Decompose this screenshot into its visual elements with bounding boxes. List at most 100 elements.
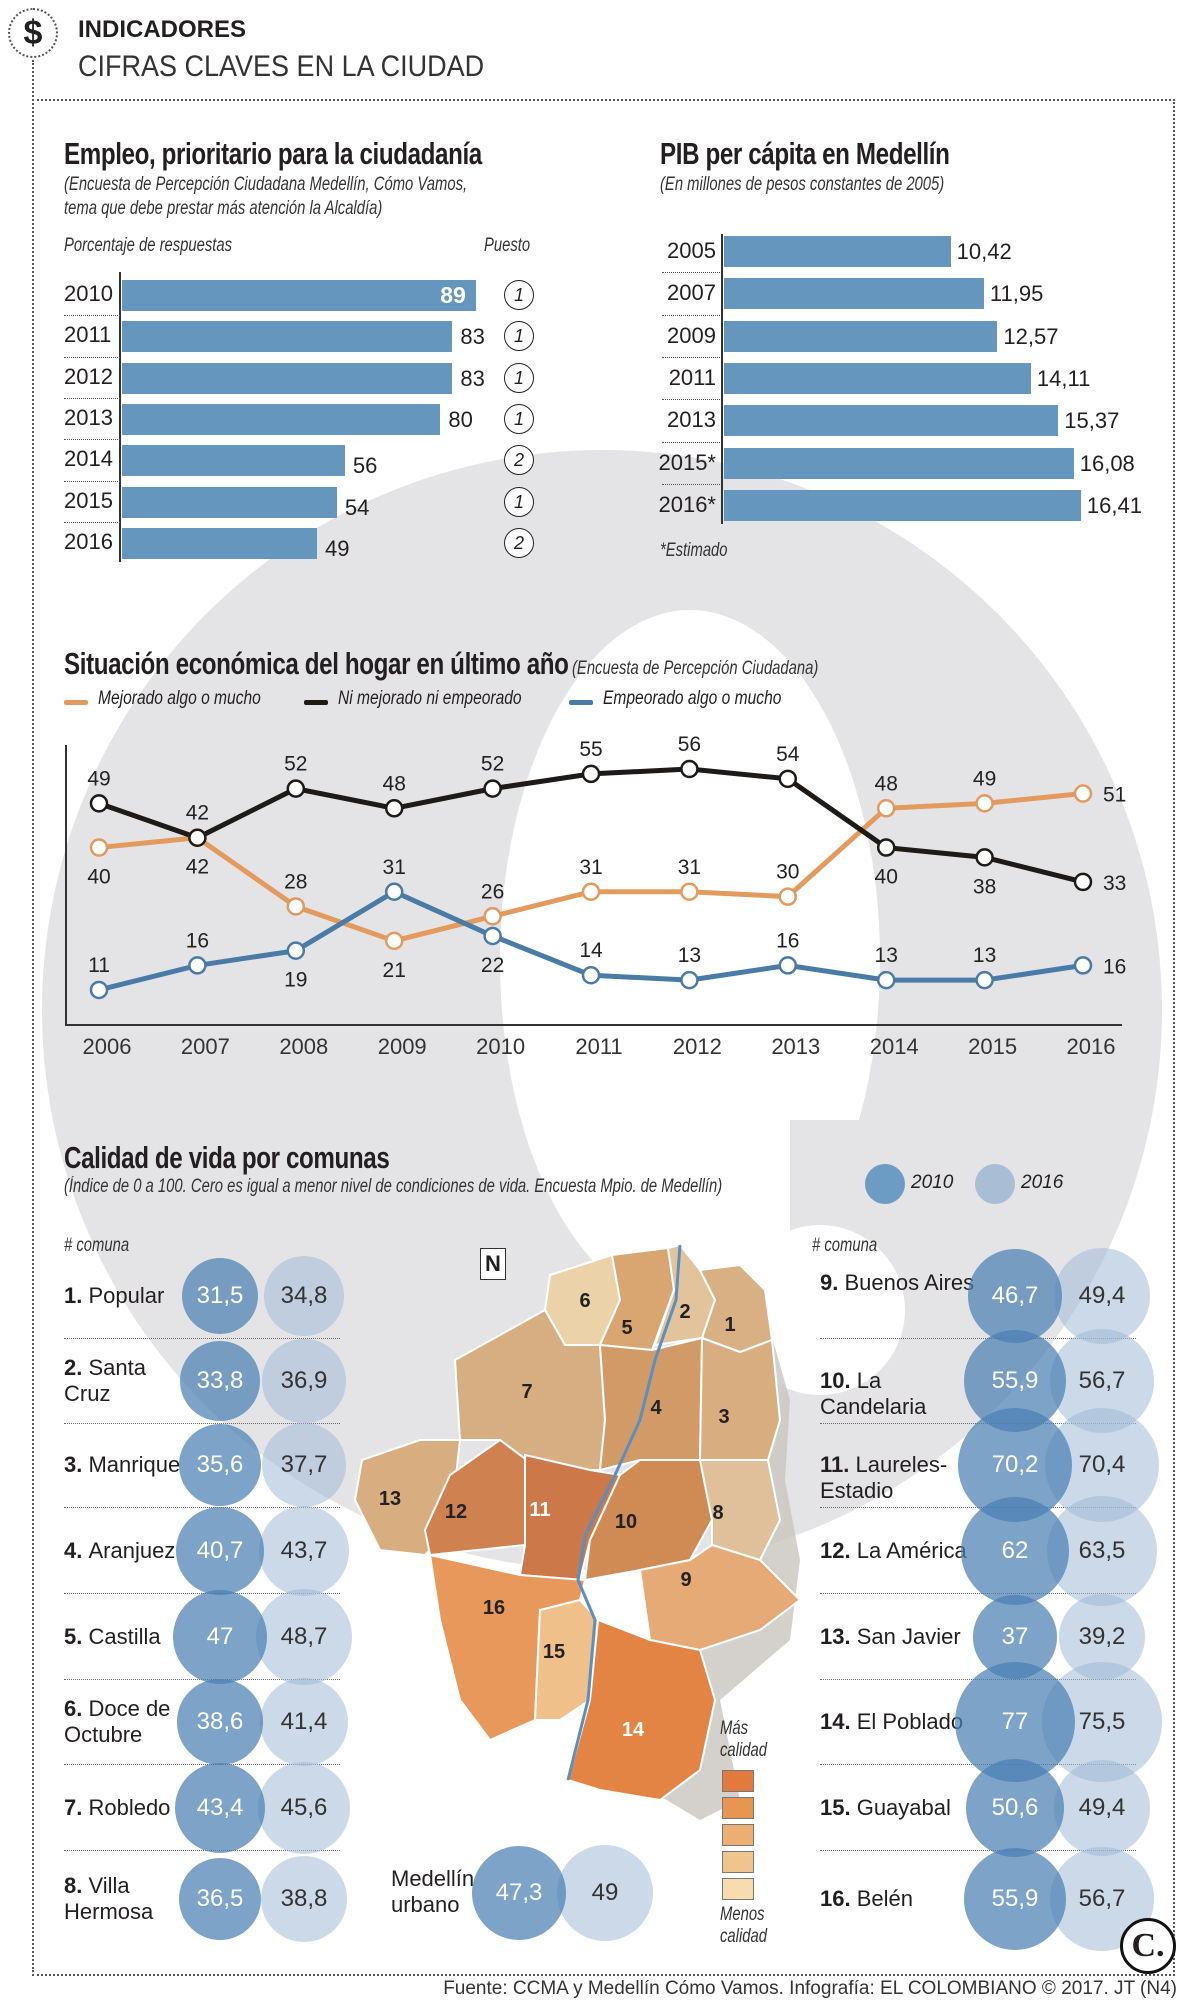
- legend-swatch: [304, 700, 328, 705]
- pib-title: PIB per cápita en Medellín: [660, 136, 950, 171]
- bar-value: 83: [460, 365, 485, 391]
- data-point: [975, 848, 994, 867]
- pib-axis: [721, 234, 723, 524]
- comuna-number-label: 12: [445, 1501, 467, 1523]
- data-label: 14: [579, 939, 603, 962]
- data-label: 54: [776, 743, 800, 766]
- x-tick-label: 2010: [476, 1034, 525, 1059]
- comuna-number-label: 1: [724, 1314, 735, 1336]
- empleo-subtitle-2: tema que debe prestar más atención la Al…: [64, 198, 383, 219]
- comuna-number-label: 13: [379, 1488, 401, 1510]
- bar: [122, 321, 453, 353]
- data-label: 52: [284, 753, 307, 776]
- value-2010: 77: [1001, 1708, 1029, 1735]
- value-2016: 37,7: [280, 1451, 328, 1478]
- bubble-2016: [1053, 1247, 1151, 1345]
- legend-swatch: [569, 700, 593, 705]
- pib-note: *Estimado: [660, 540, 728, 561]
- bar-value: 16,41: [1086, 492, 1142, 518]
- x-tick-label: 2012: [673, 1034, 722, 1059]
- data-point: [188, 956, 207, 975]
- row-divider: [64, 439, 120, 441]
- x-tick-label: 2008: [279, 1034, 328, 1059]
- value-2016: 48,7: [280, 1623, 328, 1650]
- value-2010: 47: [206, 1623, 234, 1650]
- dollar-icon: $: [8, 8, 58, 58]
- row-divider: [64, 1338, 340, 1339]
- comuna-label: 3. Manrique: [64, 1452, 181, 1477]
- value-2016: 39,2: [1078, 1623, 1126, 1650]
- value-2016: 49,4: [1078, 1794, 1126, 1821]
- data-point: [384, 882, 404, 901]
- el-colombiano-logo: C.: [1120, 1918, 1176, 1974]
- bar-value: 10,42: [956, 239, 1012, 264]
- bubble-2010: [181, 1257, 259, 1335]
- comuna-number-label: 10: [615, 1511, 637, 1533]
- value-2010: 40,7: [196, 1537, 244, 1564]
- comuna-number-label: 2: [679, 1301, 690, 1323]
- bar-value: 56: [352, 453, 378, 479]
- urbano-label: Medellín urbano: [391, 1866, 475, 1917]
- data-label: 56: [678, 733, 701, 756]
- value-2016: 38,8: [280, 1885, 328, 1912]
- legend-swatch: [64, 700, 88, 705]
- value-2010: 70,2: [991, 1451, 1039, 1478]
- row-divider: [820, 1593, 1136, 1594]
- data-point: [680, 759, 699, 779]
- x-tick-label: 2006: [83, 1034, 132, 1059]
- data-label: 16: [1103, 955, 1126, 978]
- column-header-right: # comuna: [812, 1235, 878, 1256]
- x-tick-label: 2014: [870, 1034, 919, 1059]
- bubble-2016: [261, 1856, 347, 1942]
- value-2016: 49: [591, 1879, 619, 1906]
- bar: [724, 362, 1031, 394]
- bar: [724, 489, 1081, 521]
- section-kicker: INDICADORES: [78, 16, 247, 43]
- data-label: 31: [678, 856, 701, 879]
- x-tick-label: 2015: [968, 1034, 1017, 1059]
- row-divider: [64, 1850, 340, 1851]
- value-2016: 70,4: [1078, 1451, 1126, 1478]
- comuna-label: 8. Villa Hermosa: [64, 1873, 154, 1924]
- frame-left-border: [32, 60, 34, 1972]
- data-point: [975, 794, 994, 813]
- data-point: [876, 970, 896, 990]
- bubble-2010: [173, 1590, 267, 1684]
- bar: [122, 445, 345, 477]
- river-line: [566, 1244, 682, 1781]
- data-label: 30: [776, 861, 799, 884]
- bar: [724, 320, 998, 352]
- data-point: [286, 941, 306, 960]
- bubble-2010: [961, 1497, 1069, 1605]
- empleo-xlabel: Porcentaje de respuestas: [64, 235, 233, 256]
- bubble-2016: [259, 1677, 349, 1767]
- bar-value: 80: [448, 406, 473, 432]
- year-label: 2011: [64, 322, 112, 348]
- scale-swatch: [722, 1851, 754, 1873]
- bubble-2010: [174, 1762, 266, 1854]
- axis: [65, 745, 1122, 1026]
- year-label: 2013: [667, 407, 716, 433]
- row-divider: [662, 314, 720, 316]
- bubble-2016: [261, 1422, 347, 1508]
- value-2010: 37: [1001, 1623, 1029, 1650]
- value-2010: 33,8: [196, 1367, 244, 1394]
- comuna-label: 11. Laureles-Estadio: [820, 1452, 948, 1503]
- row-divider: [64, 1764, 340, 1765]
- data-label: 16: [186, 929, 209, 952]
- data-point: [581, 764, 601, 784]
- year-label: 2015*: [658, 449, 716, 475]
- value-2016: 56,7: [1078, 1885, 1126, 1912]
- comuna-number-label: 16: [483, 1597, 505, 1619]
- value-2016: 56,7: [1078, 1367, 1126, 1394]
- legend-label: Ni mejorado ni empeorado: [338, 688, 522, 709]
- year-label: 2007: [667, 280, 716, 306]
- hogar-line-chart: 2006 2007 2008 2009 2010 2011 2012 2013 2014 2015…: [65, 733, 1126, 1059]
- bar: [122, 403, 441, 435]
- legend-circle: [975, 1164, 1015, 1204]
- bar-value: 15,37: [1064, 408, 1120, 434]
- row-divider: [64, 521, 120, 523]
- value-2010: 62: [1001, 1537, 1029, 1564]
- year-label: 2013: [64, 404, 113, 430]
- rank-badge: 2: [504, 445, 534, 476]
